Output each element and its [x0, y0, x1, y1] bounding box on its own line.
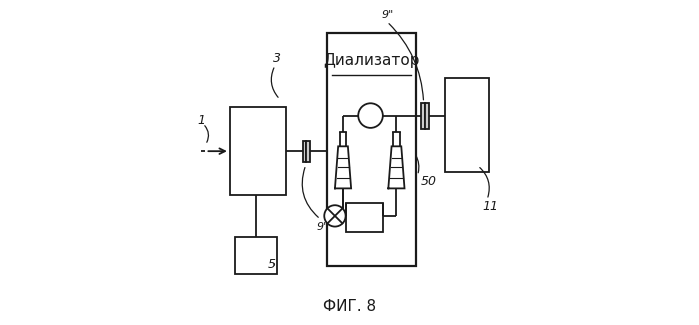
- Text: 9': 9': [317, 222, 327, 232]
- Bar: [425, 103, 429, 128]
- Bar: [306, 141, 310, 162]
- Bar: [230, 108, 287, 195]
- Bar: [445, 78, 489, 172]
- Text: 11: 11: [482, 200, 498, 213]
- Bar: [421, 103, 425, 128]
- Text: 9": 9": [382, 10, 394, 20]
- Circle shape: [324, 205, 345, 227]
- Text: 5: 5: [268, 258, 276, 271]
- Text: Диализатор: Диализатор: [323, 53, 419, 68]
- Bar: [346, 203, 384, 232]
- Bar: [235, 237, 277, 274]
- Text: 50: 50: [421, 176, 437, 188]
- Text: 1: 1: [197, 114, 206, 127]
- Text: ФИГ. 8: ФИГ. 8: [323, 299, 376, 314]
- Bar: [303, 141, 306, 162]
- Bar: [327, 33, 416, 266]
- Text: 3: 3: [273, 52, 281, 65]
- Circle shape: [358, 103, 383, 128]
